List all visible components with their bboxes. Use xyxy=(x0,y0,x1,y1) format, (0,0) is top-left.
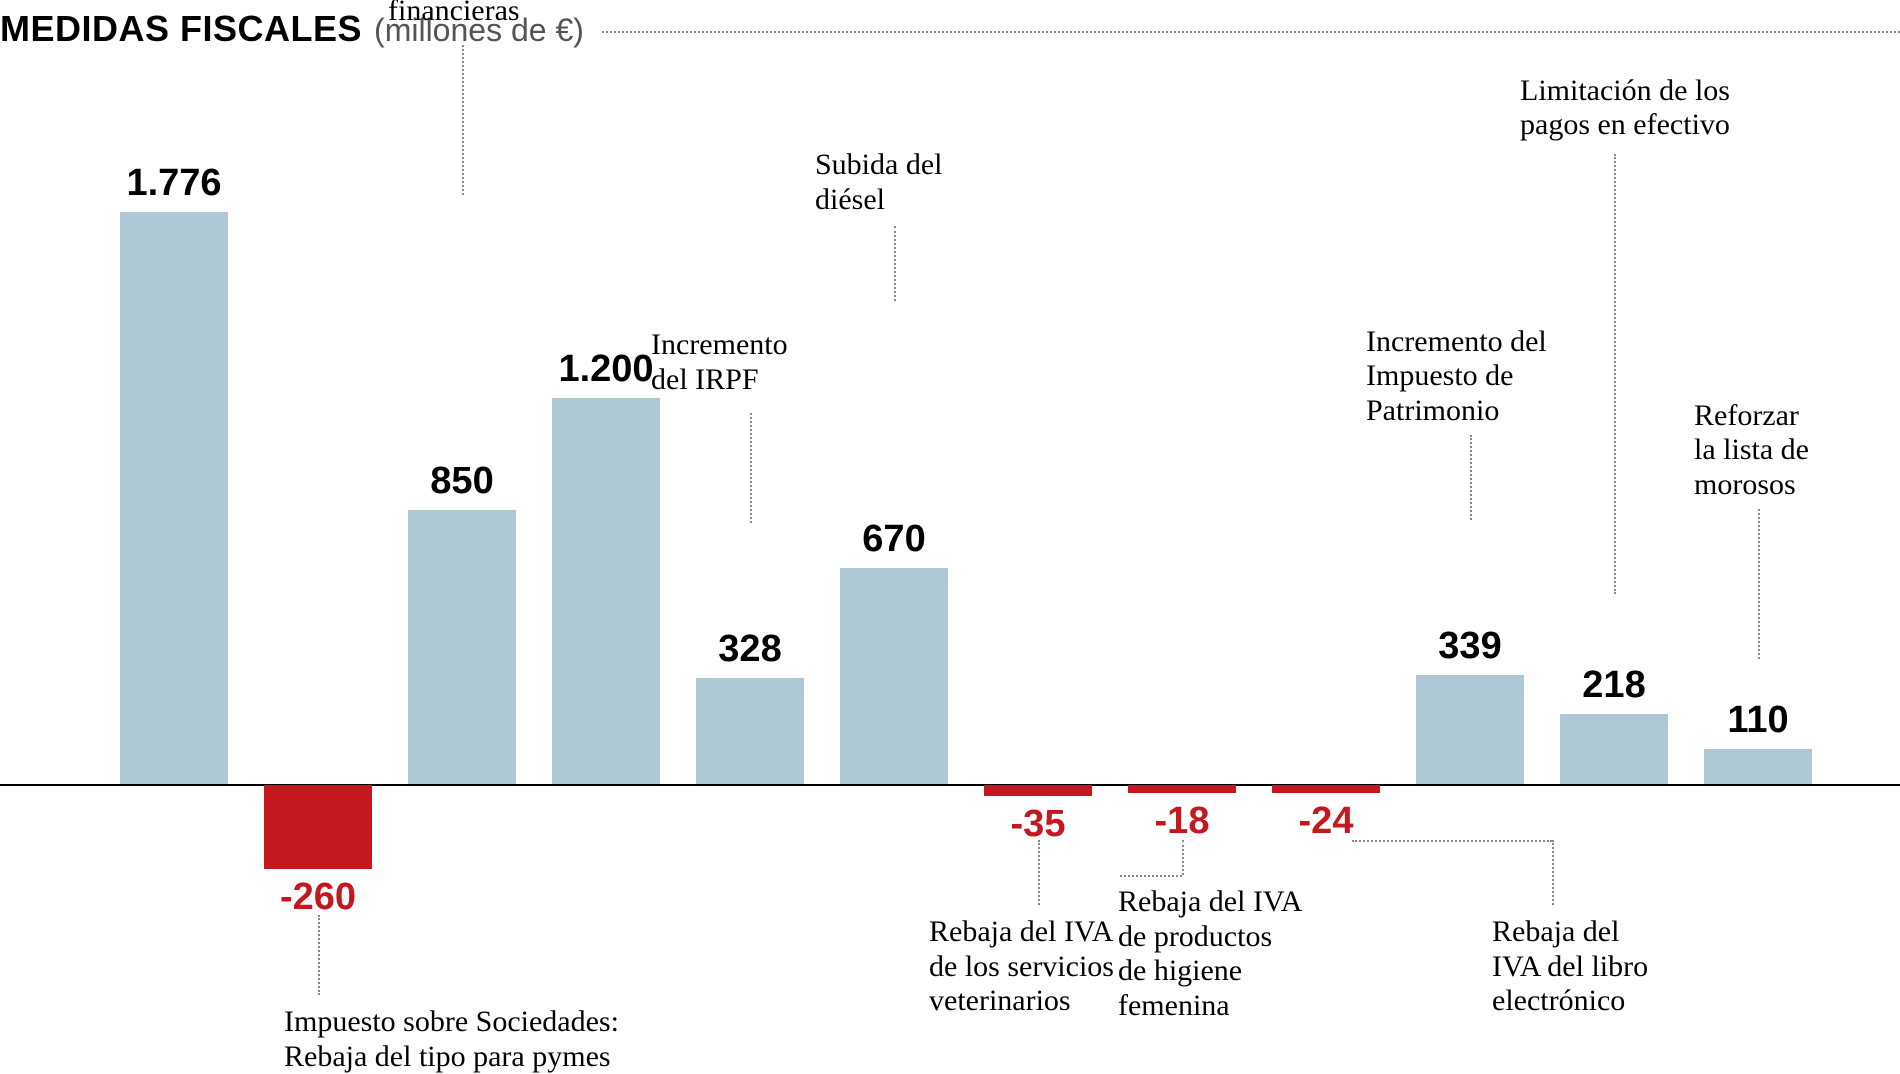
chart-title: MEDIDAS FISCALES xyxy=(0,8,362,50)
connector xyxy=(462,45,464,195)
connector xyxy=(1758,509,1760,659)
bar-value-label: -24 xyxy=(1242,800,1410,843)
fiscal-measures-chart: 1.776Impuesto sobreSociedades:limitación… xyxy=(0,70,1900,1069)
bar xyxy=(1704,749,1812,784)
bar-value-label: 670 xyxy=(810,518,978,561)
connector xyxy=(750,413,752,523)
bar xyxy=(1560,714,1668,784)
bar xyxy=(984,785,1092,796)
connector xyxy=(1182,840,1184,875)
connector xyxy=(1470,435,1472,520)
connector xyxy=(1552,840,1554,905)
bar xyxy=(120,212,228,784)
bar-value-label: 328 xyxy=(666,628,834,671)
connector xyxy=(894,226,896,301)
bar xyxy=(408,510,516,784)
bar xyxy=(552,398,660,784)
bar-value-label: -260 xyxy=(234,876,402,919)
bar-description: Creación delImpuesto sobretransaccionesf… xyxy=(388,0,618,28)
bar-description: Rebaja del IVAde productosde higienefeme… xyxy=(1118,885,1338,1023)
bar-description: Reforzarla lista demorosos xyxy=(1694,399,1874,503)
bar xyxy=(1272,785,1380,793)
bar-description: Impuesto sobre Sociedades:Rebaja del tip… xyxy=(284,1005,704,1074)
connector xyxy=(1614,154,1616,594)
title-row: MEDIDAS FISCALES (millones de €) xyxy=(0,8,1900,50)
bar-value-label: 110 xyxy=(1674,699,1842,742)
bar-value-label: 339 xyxy=(1386,625,1554,668)
bar-description: Rebaja delIVA del libroelectrónico xyxy=(1492,915,1702,1019)
bar-value-label: 218 xyxy=(1530,664,1698,707)
title-dotted-rule xyxy=(602,31,1900,33)
bar xyxy=(264,785,372,869)
bar xyxy=(1128,785,1236,793)
bar-value-label: 1.776 xyxy=(90,162,258,205)
bar-value-label: -18 xyxy=(1098,800,1266,843)
connector xyxy=(1352,840,1552,842)
bar xyxy=(696,678,804,784)
connector xyxy=(1120,875,1182,877)
connector xyxy=(1038,840,1040,905)
bar-description: Incremento delImpuesto dePatrimonio xyxy=(1366,325,1596,429)
connector xyxy=(318,915,320,995)
bar xyxy=(840,568,948,784)
bar-value-label: 850 xyxy=(378,460,546,503)
bar-description: Incrementodel IRPF xyxy=(651,328,851,397)
bar-description: Limitación de lospagos en efectivo xyxy=(1520,74,1780,143)
bar xyxy=(1416,675,1524,784)
bar-description: Subida deldiésel xyxy=(815,148,995,217)
